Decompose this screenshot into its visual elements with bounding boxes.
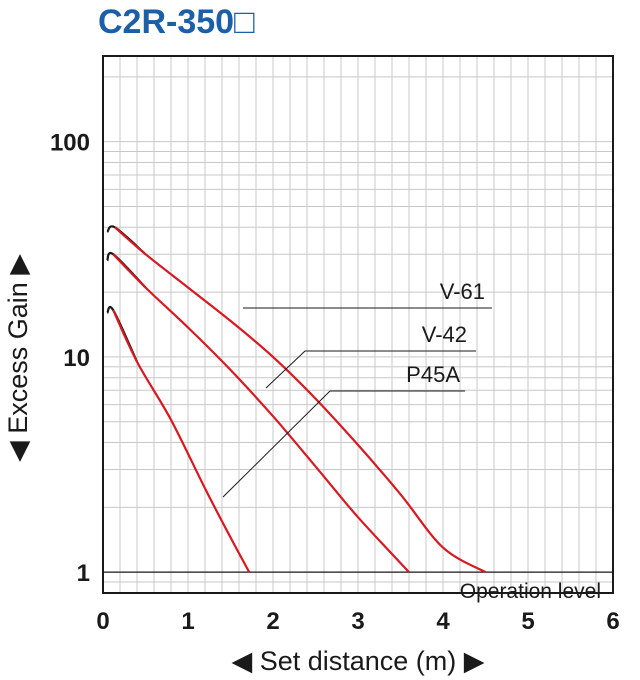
plot-frame bbox=[102, 55, 614, 594]
x-tick-label: 2 bbox=[266, 608, 279, 635]
series-line-v-61 bbox=[114, 226, 487, 574]
series-line-v-42 bbox=[112, 253, 410, 573]
x-tick-label: 6 bbox=[606, 608, 619, 635]
leader-line-p45a bbox=[222, 390, 465, 498]
x-tick-label: 3 bbox=[351, 608, 364, 635]
operation-level-label: Operation level bbox=[460, 580, 601, 603]
series-line-p45a bbox=[112, 309, 251, 573]
x-tick-label: 0 bbox=[96, 608, 109, 635]
leader-line-v-42 bbox=[265, 350, 476, 389]
chart-title: C2R-350□ bbox=[98, 3, 255, 41]
series-label-p45a: P45A bbox=[406, 362, 460, 387]
x-tick-label: 4 bbox=[436, 608, 450, 635]
x-tick-label: 1 bbox=[181, 608, 194, 635]
y-axis-label: ◀ Excess Gain ▶ bbox=[3, 254, 33, 462]
series-label-v-61: V-61 bbox=[440, 279, 485, 304]
y-tick-label: 100 bbox=[50, 130, 90, 157]
y-tick-label: 1 bbox=[77, 560, 90, 587]
y-tick-label: 10 bbox=[63, 345, 90, 372]
x-tick-label: 5 bbox=[521, 608, 534, 635]
series-label-v-42: V-42 bbox=[422, 322, 467, 347]
x-axis-label: ◀ Set distance (m) ▶ bbox=[231, 646, 484, 676]
